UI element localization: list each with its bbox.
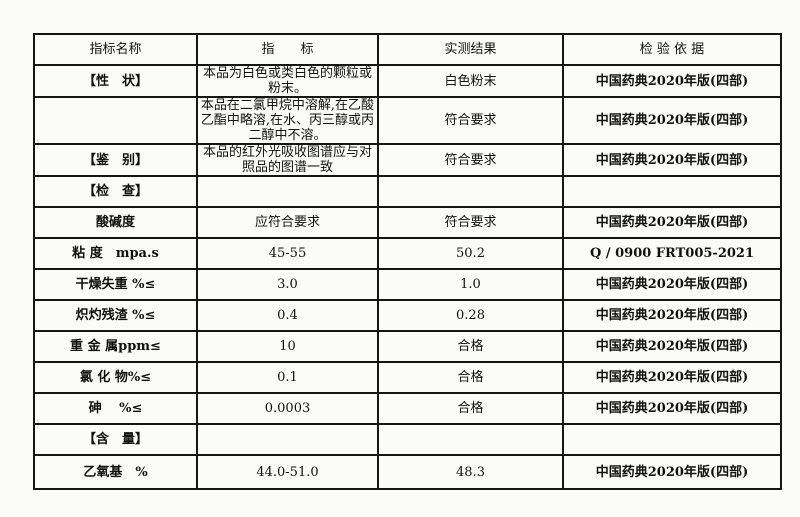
cell-name: 【鉴 别】 bbox=[33, 143, 198, 177]
cell-basis: 中国药典2020年版(四部) bbox=[562, 64, 782, 98]
cell-spec: 45-55 bbox=[196, 237, 379, 270]
cell-name: 【含 量】 bbox=[33, 423, 198, 456]
cell-result: 0.28 bbox=[377, 299, 564, 332]
table-row: 砷 %≤ 0.0003 合格 中国药典2020年版(四部) bbox=[33, 392, 782, 425]
cell-name: 氯 化 物%≤ bbox=[33, 361, 198, 394]
cell-result: 48.3 bbox=[377, 454, 564, 490]
cell-basis: 中国药典2020年版(四部) bbox=[562, 361, 782, 394]
cell-name: 【检 查】 bbox=[33, 175, 198, 208]
test-results-table: 指标名称 指 标 实测结果 检 验 依 据 【性 状】 本品为白色或类白色的颗粒或… bbox=[33, 33, 782, 490]
cell-basis: Q / 0900 FRT005-2021 bbox=[562, 237, 782, 270]
cell-spec: 本品的红外光吸收图谱应与对照品的图谱一致 bbox=[196, 143, 379, 177]
table-row: 【含 量】 bbox=[33, 423, 782, 456]
table-row: 乙氧基 % 44.0-51.0 48.3 中国药典2020年版(四部) bbox=[33, 454, 782, 490]
cell-basis: 中国药典2020年版(四部) bbox=[562, 392, 782, 425]
cell-spec bbox=[196, 175, 379, 208]
table-row: 粘 度 mpa.s 45-55 50.2 Q / 0900 FRT005-2021 bbox=[33, 237, 782, 270]
cell-spec: 应符合要求 bbox=[196, 206, 379, 239]
cell-basis: 中国药典2020年版(四部) bbox=[562, 299, 782, 332]
table-row: 酸碱度 应符合要求 符合要求 中国药典2020年版(四部) bbox=[33, 206, 782, 239]
header-result: 实测结果 bbox=[377, 33, 564, 66]
cell-spec: 本品在二氯甲烷中溶解,在乙酸乙酯中略溶,在水、丙三醇或丙二醇中不溶。 bbox=[196, 96, 379, 145]
table-row: 【鉴 别】 本品的红外光吸收图谱应与对照品的图谱一致 符合要求 中国药典2020年版(… bbox=[33, 143, 782, 177]
cell-name: 重 金 属ppm≤ bbox=[33, 330, 198, 363]
cell-name: 干燥失重 %≤ bbox=[33, 268, 198, 301]
cell-name: 【性 状】 bbox=[33, 64, 198, 98]
cell-result bbox=[377, 423, 564, 456]
cell-basis bbox=[562, 175, 782, 208]
table-row: 干燥失重 %≤ 3.0 1.0 中国药典2020年版(四部) bbox=[33, 268, 782, 301]
cell-result: 符合要求 bbox=[377, 96, 564, 145]
table-row: 炽灼残渣 %≤ 0.4 0.28 中国药典2020年版(四部) bbox=[33, 299, 782, 332]
cell-name: 乙氧基 % bbox=[33, 454, 198, 490]
cell-basis bbox=[562, 423, 782, 456]
table-row: 本品在二氯甲烷中溶解,在乙酸乙酯中略溶,在水、丙三醇或丙二醇中不溶。 符合要求 中国… bbox=[33, 96, 782, 145]
table-row: 【检 查】 bbox=[33, 175, 782, 208]
cell-result: 50.2 bbox=[377, 237, 564, 270]
cell-result: 合格 bbox=[377, 330, 564, 363]
cell-spec bbox=[196, 423, 379, 456]
cell-basis: 中国药典2020年版(四部) bbox=[562, 454, 782, 490]
cell-basis: 中国药典2020年版(四部) bbox=[562, 96, 782, 145]
cell-spec: 10 bbox=[196, 330, 379, 363]
cell-result: 白色粉末 bbox=[377, 64, 564, 98]
table-row: 重 金 属ppm≤ 10 合格 中国药典2020年版(四部) bbox=[33, 330, 782, 363]
cell-result: 符合要求 bbox=[377, 206, 564, 239]
table-row: 【性 状】 本品为白色或类白色的颗粒或粉末。 白色粉末 中国药典2020年版(四部) bbox=[33, 64, 782, 98]
header-basis: 检 验 依 据 bbox=[562, 33, 782, 66]
cell-result: 符合要求 bbox=[377, 143, 564, 177]
cell-spec: 0.0003 bbox=[196, 392, 379, 425]
cell-name: 粘 度 mpa.s bbox=[33, 237, 198, 270]
cell-result: 合格 bbox=[377, 392, 564, 425]
cell-spec: 44.0-51.0 bbox=[196, 454, 379, 490]
cell-result bbox=[377, 175, 564, 208]
cell-result: 1.0 bbox=[377, 268, 564, 301]
cell-name: 砷 %≤ bbox=[33, 392, 198, 425]
cell-basis: 中国药典2020年版(四部) bbox=[562, 143, 782, 177]
header-spec: 指 标 bbox=[196, 33, 379, 66]
cell-name: 炽灼残渣 %≤ bbox=[33, 299, 198, 332]
cell-name bbox=[33, 96, 198, 145]
cell-spec: 0.1 bbox=[196, 361, 379, 394]
cell-name: 酸碱度 bbox=[33, 206, 198, 239]
cell-basis: 中国药典2020年版(四部) bbox=[562, 268, 782, 301]
table-row: 氯 化 物%≤ 0.1 合格 中国药典2020年版(四部) bbox=[33, 361, 782, 394]
cell-basis: 中国药典2020年版(四部) bbox=[562, 330, 782, 363]
cell-spec: 3.0 bbox=[196, 268, 379, 301]
cell-result: 合格 bbox=[377, 361, 564, 394]
cell-spec: 本品为白色或类白色的颗粒或粉末。 bbox=[196, 64, 379, 98]
header-item-name: 指标名称 bbox=[33, 33, 198, 66]
cell-basis: 中国药典2020年版(四部) bbox=[562, 206, 782, 239]
cell-spec: 0.4 bbox=[196, 299, 379, 332]
header-row: 指标名称 指 标 实测结果 检 验 依 据 bbox=[33, 33, 782, 66]
